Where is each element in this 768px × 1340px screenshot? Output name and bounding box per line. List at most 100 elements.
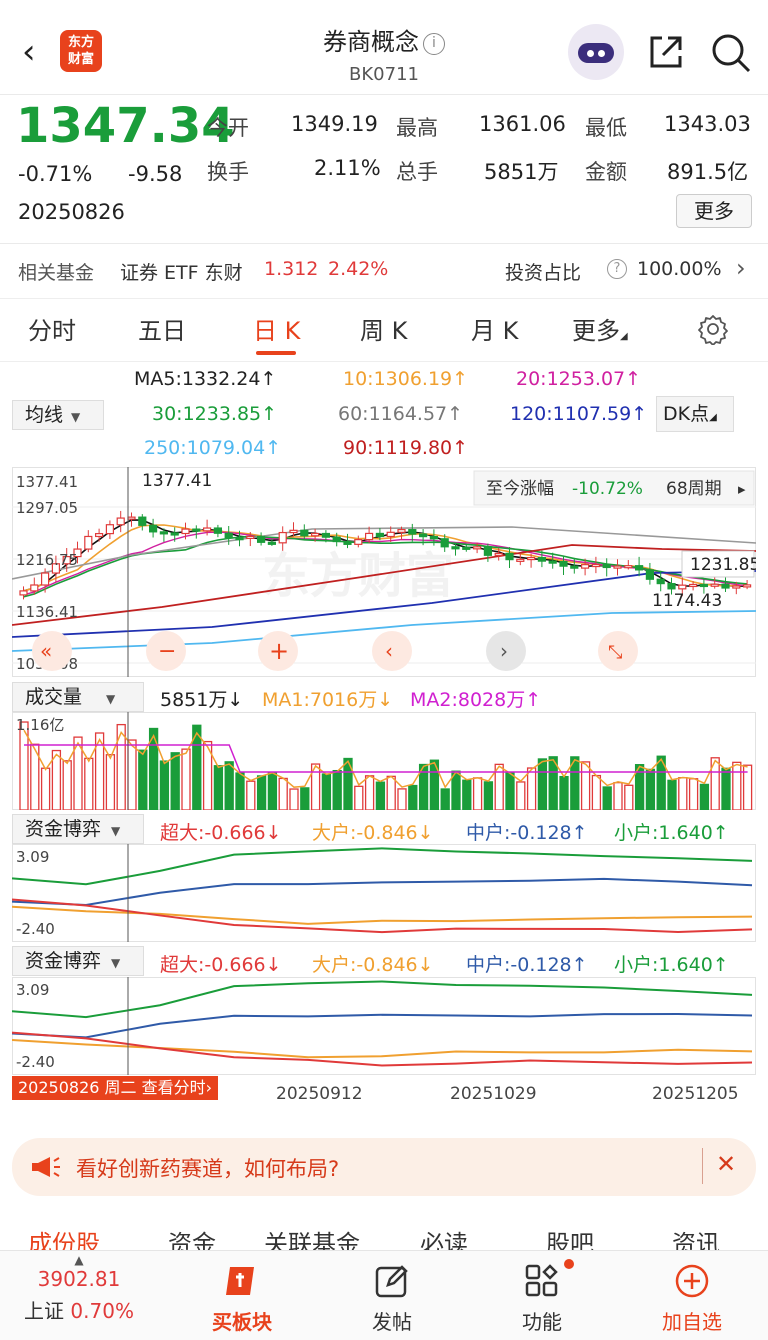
turnover-value: 2.11% (314, 156, 381, 180)
capital-selector-2[interactable]: 资金博弈 ▼ (12, 946, 144, 976)
volume-bar (602, 786, 612, 810)
kline-chart[interactable]: 东方财富 1377.41 1297.05 1216.75 1136.41 105… (12, 467, 756, 677)
tab-capital[interactable]: 资金 (168, 1230, 216, 1250)
step-left-button[interactable] (372, 631, 412, 671)
tab-intraday[interactable]: 分时 (28, 317, 76, 345)
candle (84, 535, 93, 550)
volume-bar (656, 755, 666, 810)
candle (667, 582, 676, 590)
candle (181, 528, 190, 535)
volume-bar (678, 777, 688, 810)
add-watchlist-button[interactable]: 加自选 (642, 1263, 742, 1335)
candle (267, 541, 276, 545)
super-large-value-1: 超大:-0.666↓ (160, 822, 282, 844)
volume-bar (548, 756, 558, 810)
settings-gear-icon[interactable] (697, 313, 729, 345)
since-label: 至今涨幅 (486, 479, 554, 499)
tab-five-day[interactable]: 五日 (138, 317, 186, 345)
capital-selector-1-label: 资金博弈 (25, 818, 102, 840)
more-quote-button[interactable]: 更多 (676, 194, 752, 228)
y-label-2: 1297.05 (16, 499, 78, 517)
back-icon[interactable]: ‹ (22, 32, 36, 72)
tab-forum[interactable]: 股吧 (546, 1230, 594, 1250)
tab-related-funds[interactable]: 关联基金 (264, 1230, 360, 1250)
volume-bar (127, 739, 137, 810)
amount-label: 金额 (585, 160, 627, 184)
capital-chart-2[interactable]: 3.09 -2.40 (12, 976, 756, 1076)
volume-bar (62, 760, 72, 810)
candle (386, 531, 395, 538)
volume-bar (742, 764, 753, 810)
buy-board-button[interactable]: 买板块 (192, 1263, 292, 1335)
close-icon[interactable]: ✕ (716, 1150, 737, 1178)
volume-bar (386, 775, 396, 810)
capital-selector-1[interactable]: 资金博弈 ▼ (12, 814, 144, 844)
info-icon[interactable]: i (423, 33, 445, 55)
scroll-left-double-button[interactable] (32, 631, 72, 671)
banner-divider (702, 1148, 703, 1184)
volume-selector[interactable]: 成交量 ▼ (12, 682, 144, 712)
zoom-out-button[interactable] (146, 631, 186, 671)
ma60-value: 60:1164.57↑ (338, 403, 464, 425)
cursor-date-button[interactable]: 20250826 周二 查看分时› (12, 1076, 219, 1100)
search-icon[interactable] (710, 32, 752, 74)
help-icon[interactable]: ? (607, 259, 627, 279)
volume-bar (688, 778, 699, 810)
tab-news[interactable]: 资讯 (672, 1230, 720, 1250)
edit-post-icon (375, 1265, 408, 1298)
tab-components[interactable]: 成份股 (28, 1230, 100, 1250)
fullscreen-button[interactable] (598, 631, 638, 671)
svg-text:›: › (500, 639, 508, 663)
share-icon[interactable] (646, 32, 686, 72)
super-large-value-2: 超大:-0.666↓ (160, 954, 282, 976)
candle (127, 516, 136, 520)
capital-line (12, 980, 753, 1019)
investment-share-value: 100.00% (637, 258, 722, 280)
volume-bar (148, 727, 159, 810)
capital-line (12, 1039, 753, 1059)
volume-bar (159, 760, 170, 810)
candle (634, 565, 644, 571)
turnover-label: 换手 (207, 160, 249, 184)
tab-must-read[interactable]: 必读 (420, 1230, 468, 1250)
ma-selector[interactable]: 均线 ▼ (12, 400, 104, 430)
svg-text:⤡: ⤡ (608, 642, 622, 663)
volume-bar (624, 784, 634, 810)
volume-bar (138, 749, 148, 810)
volume-bar (224, 761, 234, 810)
apps-grid-icon (525, 1264, 558, 1297)
investment-share-label: 投资占比 (505, 262, 582, 284)
volume-chart[interactable]: 1.16亿 (12, 712, 756, 810)
volume-bar (310, 763, 321, 810)
tab-daily-k[interactable]: 日 K (253, 317, 301, 345)
capital-chart-1[interactable]: 3.09 -2.40 (12, 844, 756, 942)
step-right-button[interactable] (486, 631, 526, 671)
related-fund-bar[interactable]: 相关基金 证券 ETF 东财 1.312 2.42% 投资占比 ? 100.00… (0, 246, 768, 294)
quote-date: 20250826 (18, 200, 125, 224)
volume-ma1: MA1:7016万↓ (262, 689, 394, 711)
post-button[interactable]: 发帖 (342, 1263, 442, 1335)
y-label-3: 1216.75 (16, 551, 78, 569)
volume-bar (213, 765, 224, 810)
functions-button[interactable]: 功能 (492, 1259, 592, 1335)
tab-monthly-k[interactable]: 月 K (471, 317, 519, 345)
candle (516, 558, 525, 562)
dk-point-button[interactable]: DK点◢ (656, 396, 734, 432)
assistant-robot-icon[interactable] (568, 24, 624, 80)
volume-bar (300, 787, 310, 810)
functions-label: 功能 (522, 1310, 562, 1334)
fund-percent: 2.42% (328, 258, 389, 280)
zoom-in-button[interactable] (258, 631, 298, 671)
promo-banner[interactable]: 看好创新药赛道，如何布局? ✕ (12, 1138, 756, 1196)
board-code: BK0711 (349, 64, 419, 85)
tab-weekly-k[interactable]: 周 K (360, 317, 408, 345)
candle (235, 537, 244, 541)
candle (483, 546, 492, 556)
candle (365, 532, 374, 541)
tab-more[interactable]: 更多◢ (572, 317, 628, 345)
index-quote[interactable]: ▲ 3902.81 上证 0.70% (14, 1253, 144, 1324)
candle (526, 556, 536, 561)
candle (159, 531, 168, 535)
volume-selector-label: 成交量 (25, 686, 83, 708)
volume-bar (289, 788, 299, 810)
